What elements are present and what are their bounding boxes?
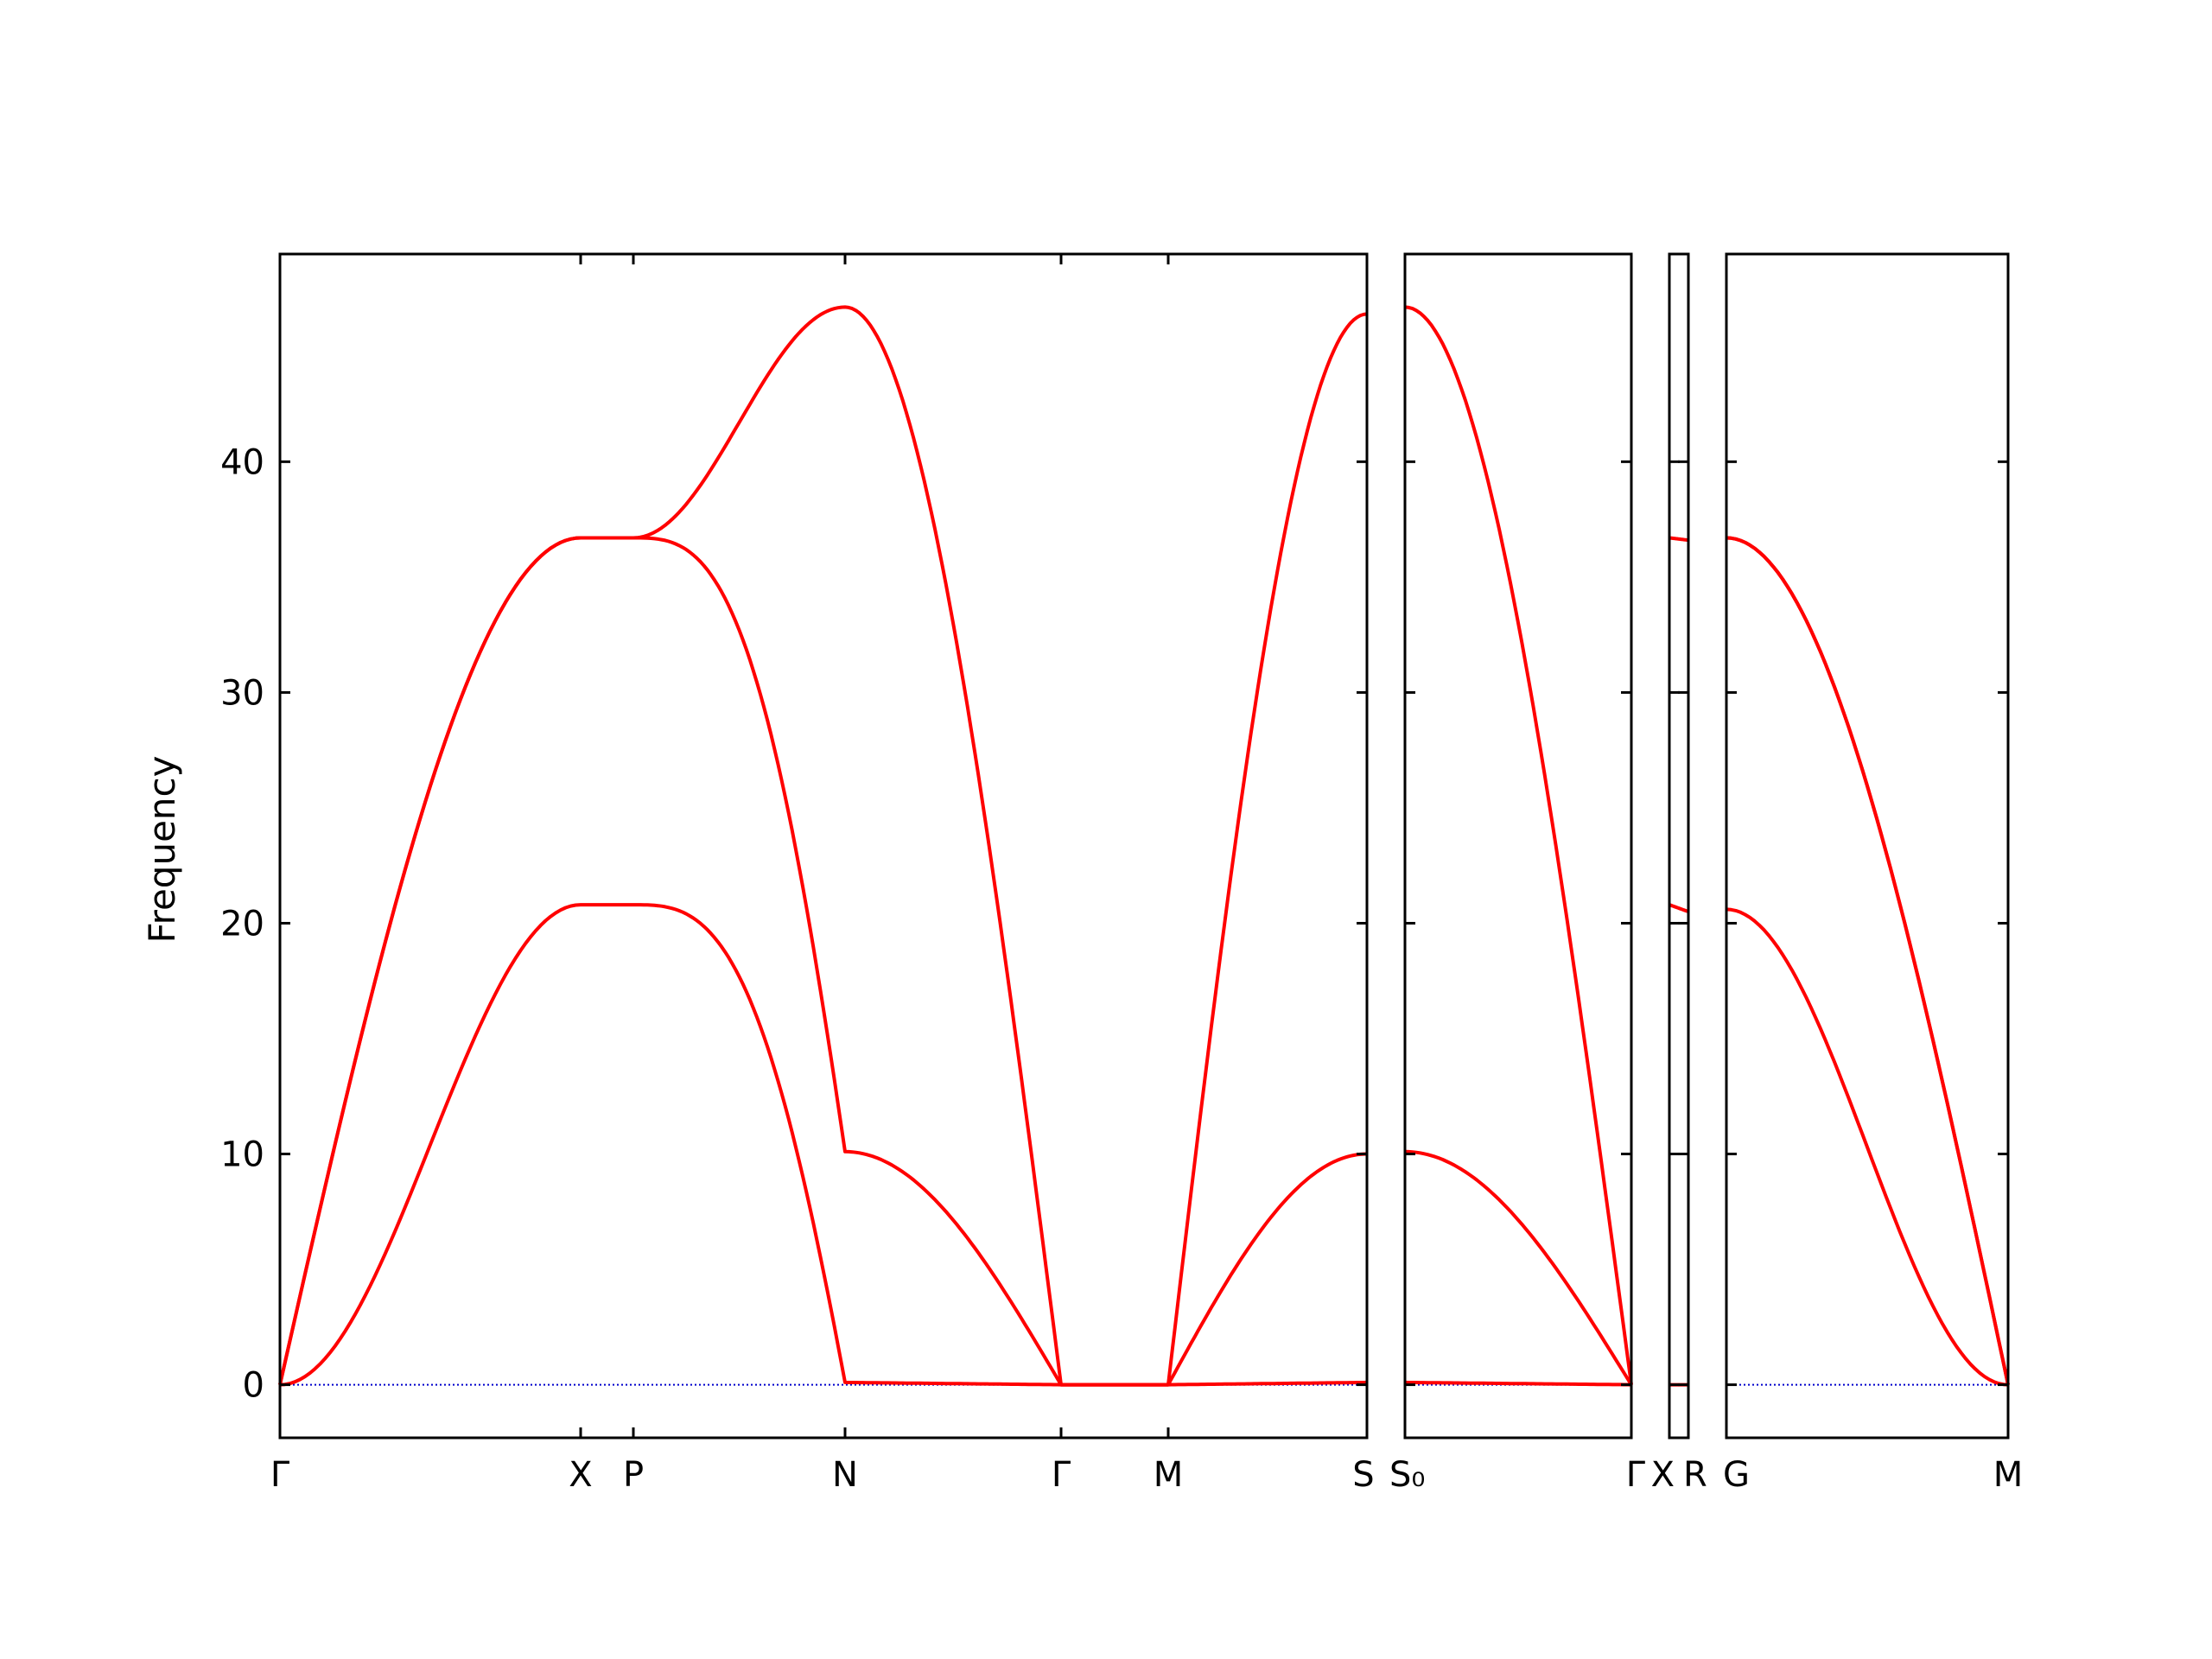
panel-frame (1668, 252, 1690, 1440)
x-tick-label: G (1723, 1455, 1750, 1495)
x-tick-label: Γ (1626, 1455, 1646, 1495)
band-line-3 (1404, 1380, 1632, 1387)
band-line-2 (1668, 903, 1690, 914)
x-tick-label: Γ (270, 1455, 290, 1495)
x-tick-label: N (832, 1455, 858, 1495)
panel-frame (278, 252, 1369, 1440)
band-line-2 (1404, 1149, 1633, 1386)
panel-1: 0 10 20 30 40 Γ X P N Γ M S (220, 252, 1375, 1495)
panel-frame (1403, 252, 1633, 1440)
y-tick-label: 40 (220, 442, 264, 482)
x-tick-label: X (1651, 1455, 1675, 1495)
y-axis-label: Frequency (141, 756, 183, 944)
y-tick-label: 10 (220, 1135, 264, 1175)
x-tick-label: X (569, 1455, 592, 1495)
x-tick-label: S (1352, 1455, 1374, 1495)
x-tick-label: M (1154, 1455, 1184, 1495)
y-tick-label: 0 (243, 1366, 264, 1406)
band-line-1 (1668, 536, 1690, 543)
band-line-3 (279, 903, 1368, 1387)
x-tick-label: Γ (1052, 1455, 1071, 1495)
x-tick-label: P (623, 1455, 644, 1495)
y-tick-label: 20 (220, 904, 264, 944)
panel-frame (1725, 252, 2010, 1440)
x-tick-label: S₀ (1389, 1455, 1425, 1495)
band-line-3 (1726, 907, 2009, 1387)
panel-2: S₀ Γ (1389, 252, 1646, 1495)
y-tick-label: 30 (220, 673, 264, 713)
x-tick-label: R (1683, 1455, 1707, 1495)
x-tick-label: M (1993, 1455, 2024, 1495)
band-line-2 (1726, 536, 2010, 1386)
band-line-1 (1404, 305, 1633, 1385)
